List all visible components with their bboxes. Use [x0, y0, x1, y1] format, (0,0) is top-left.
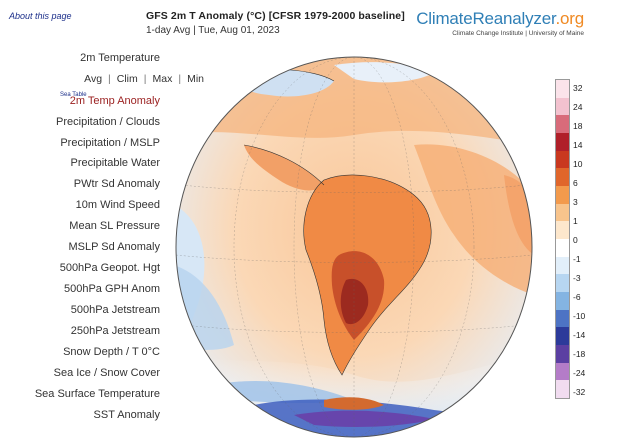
brand-name-tld: .org	[555, 9, 585, 28]
graticule	[176, 57, 532, 437]
colorbar-label: 3	[573, 197, 578, 208]
map-title: GFS 2m T Anomaly (°C) [CFSR 1979-2000 ba…	[146, 10, 405, 22]
stat-separator: |	[143, 73, 147, 85]
map-subtitle: 1-day Avg | Tue, Aug 01, 2023	[146, 25, 280, 36]
anomaly-globe-map[interactable]	[174, 55, 534, 440]
colorbar-label: -18	[573, 349, 586, 360]
brand-name-main: ClimateReanalyzer	[416, 9, 556, 28]
menu-item-mslp-sd-anomaly[interactable]: MSLP Sd Anomaly	[68, 241, 160, 253]
colorbar-segment	[556, 274, 569, 293]
hot-anomaly-center	[340, 278, 369, 325]
globe-content	[176, 57, 532, 437]
colorbar-segment	[556, 221, 569, 240]
colorbar-label: 14	[573, 140, 583, 151]
menu-item-sea-ice-snow-cover[interactable]: Sea Ice / Snow Cover	[53, 367, 160, 379]
map-title-block: GFS 2m T Anomaly (°C) [CFSR 1979-2000 ba…	[146, 10, 405, 36]
menu-item-precipitable-water[interactable]: Precipitable Water	[70, 157, 160, 169]
colorbar-segment	[556, 115, 569, 134]
colorbar-label: 32	[573, 83, 583, 93]
menu-item-10m-wind-speed[interactable]: 10m Wind Speed	[75, 199, 160, 211]
stats-selector: Avg | Clim | Max | Min	[84, 73, 204, 85]
colorbar-label: -32	[573, 387, 586, 398]
stat-clim[interactable]: Clim	[116, 73, 138, 85]
colorbar-label: 10	[573, 159, 583, 170]
menu-item-500hpa-jetstream[interactable]: 500hPa Jetstream	[70, 304, 160, 316]
brand-logo[interactable]: ClimateReanalyzer.org Climate Change Ins…	[416, 9, 584, 37]
menu-item-snow-depth[interactable]: Snow Depth / T 0°C	[63, 346, 160, 358]
menu-item-pwtr-sd-anomaly[interactable]: PWtr Sd Anomaly	[73, 178, 160, 190]
menu-item-500hpa-geopot-hgt[interactable]: 500hPa Geopot. Hgt	[59, 262, 160, 274]
stat-separator: |	[178, 73, 182, 85]
menu-item-precipitation-clouds[interactable]: Precipitation / Clouds	[56, 116, 160, 128]
stat-avg[interactable]: Avg	[84, 73, 103, 85]
colorbar-segment	[556, 345, 569, 364]
central-america-land	[244, 145, 324, 191]
colorbar-label: -14	[573, 330, 586, 341]
north-cool-patch	[334, 62, 434, 83]
colorbar-label: -6	[573, 292, 581, 303]
colorbar-segment	[556, 380, 569, 399]
colorbar-segment	[556, 327, 569, 346]
menu-item-250hpa-jetstream[interactable]: 250hPa Jetstream	[70, 325, 160, 337]
colorbar-segment	[556, 256, 569, 275]
colorbar-label: -24	[573, 368, 586, 379]
colorbar-segment	[556, 362, 569, 381]
colorbar-segment	[556, 292, 569, 311]
southern-cool-patch	[214, 380, 354, 404]
brand-name: ClimateReanalyzer.org	[416, 9, 584, 29]
menu-item-sst-anomaly[interactable]: SST Anomaly	[93, 409, 160, 421]
colorbar-segment	[556, 309, 569, 328]
colorbar-segment	[556, 97, 569, 116]
menu-item-500hpa-gph-anom[interactable]: 500hPa GPH Anom	[63, 283, 160, 295]
colorbar-label: -1	[573, 254, 581, 265]
menu-item-sea-surface-temperature[interactable]: Sea Surface Temperature	[34, 388, 160, 400]
brand-subtitle: Climate Change Institute | University of…	[452, 30, 584, 37]
colorbar-label: 6	[573, 178, 578, 189]
colorbar-segment	[556, 168, 569, 187]
menu-item-2m-temp-anomaly[interactable]: 2m Temp Anomaly	[69, 95, 160, 107]
sea-table-link[interactable]: Sea Table	[60, 92, 87, 98]
colorbar-label: 1	[573, 216, 578, 227]
colorbar-segment	[556, 203, 569, 222]
antarctic-extreme-cold	[294, 410, 434, 427]
colorbar-segment	[556, 133, 569, 152]
globe-outline	[175, 56, 533, 438]
about-page-link[interactable]: About this page	[9, 11, 72, 21]
colorbar-legend	[555, 79, 570, 399]
colorbar-label: 24	[573, 102, 583, 112]
globe-svg	[175, 56, 533, 438]
colorbar-label: -3	[573, 273, 581, 284]
menu-item-2m-temperature[interactable]: 2m Temperature	[80, 52, 160, 64]
colorbar-label: -10	[573, 311, 586, 322]
colorbar-segment	[556, 150, 569, 169]
stat-min[interactable]: Min	[187, 73, 204, 85]
menu-item-precipitation-mslp[interactable]: Precipitation / MSLP	[60, 137, 160, 149]
colorbar-segment	[556, 80, 569, 99]
colorbar-label: 18	[573, 121, 583, 131]
colorbar-segment	[556, 239, 569, 258]
stat-separator: |	[108, 73, 111, 85]
colorbar-segment	[556, 186, 569, 205]
stat-max[interactable]: Max	[152, 73, 173, 85]
antarctic-warm-patch	[324, 397, 384, 410]
colorbar-label: 0	[573, 235, 578, 246]
menu-item-mean-sl-pressure[interactable]: Mean SL Pressure	[69, 220, 160, 232]
